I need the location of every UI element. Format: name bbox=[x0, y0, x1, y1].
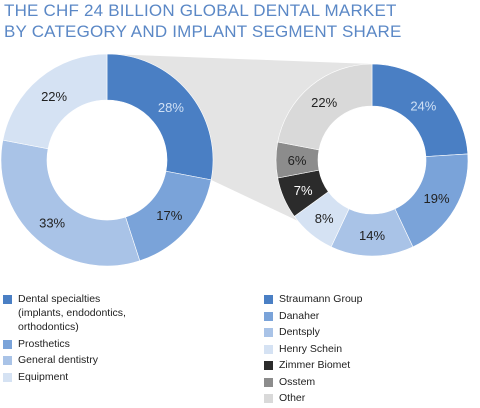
legend-item-equipment: Equipment bbox=[3, 370, 193, 384]
legend-label: Dentsply bbox=[279, 326, 320, 338]
legend-swatch bbox=[264, 344, 273, 354]
slice-data-label: 33% bbox=[39, 215, 65, 230]
legend-swatch bbox=[264, 394, 273, 403]
legend-label: Osstem bbox=[279, 375, 316, 388]
legend-swatch bbox=[264, 328, 273, 337]
category-legend: Dental specialties (implants, endodontic… bbox=[3, 292, 193, 386]
legend-swatch bbox=[3, 356, 12, 365]
title-line-1: The CHF 24 billion global dental market bbox=[4, 1, 397, 20]
legend-label: Dental specialties (implants, endodontic… bbox=[18, 293, 126, 333]
slice-data-label: 28% bbox=[158, 100, 184, 115]
category-donut: 28% 17% 33% 22% bbox=[0, 53, 214, 267]
legend-swatch bbox=[3, 372, 12, 382]
legend-swatch bbox=[264, 377, 273, 387]
legend-item-general-dentistry: General dentistry bbox=[3, 353, 193, 367]
legend-swatch bbox=[264, 311, 273, 321]
legend-swatch bbox=[264, 295, 273, 304]
title-line-2: by category and implant segment share bbox=[4, 22, 402, 41]
slice-data-label: 6% bbox=[288, 153, 307, 168]
legend-label: Equipment bbox=[18, 370, 69, 383]
donut-slice bbox=[277, 63, 373, 151]
legend-label: Straumann Group bbox=[279, 293, 363, 305]
legend-item-straumann: Straumann Group bbox=[264, 292, 464, 306]
legend-item-other: Other bbox=[264, 391, 464, 405]
slice-data-label: 7% bbox=[294, 183, 313, 198]
legend-item-henry-schein: Henry Schein bbox=[264, 342, 464, 356]
legend-item-dental-specialties: Dental specialties (implants, endodontic… bbox=[3, 292, 193, 334]
slice-data-label: 17% bbox=[156, 208, 182, 223]
donut-slice bbox=[106, 53, 214, 181]
slice-data-label: 22% bbox=[311, 95, 337, 110]
legend-item-danaher: Danaher bbox=[264, 309, 464, 323]
legend-item-osstem: Osstem bbox=[264, 375, 464, 389]
legend-swatch bbox=[3, 339, 12, 349]
slice-data-label: 19% bbox=[424, 191, 450, 206]
chart-title: The CHF 24 billion global dental market … bbox=[4, 0, 476, 42]
implant-segment-legend: Straumann Group Danaher Dentsply Henry S… bbox=[264, 292, 464, 408]
slice-data-label: 14% bbox=[359, 228, 385, 243]
legend-item-zimmer-biomet: Zimmer Biomet bbox=[264, 358, 464, 372]
legend-item-dentsply: Dentsply bbox=[264, 325, 464, 339]
donut-slice bbox=[0, 139, 141, 267]
slice-data-label: 22% bbox=[41, 89, 67, 104]
legend-item-prosthetics: Prosthetics bbox=[3, 337, 193, 351]
legend-label: Zimmer Biomet bbox=[279, 359, 351, 371]
donut-slice bbox=[2, 53, 108, 150]
slice-data-label: 8% bbox=[315, 211, 334, 226]
legend-label: Prosthetics bbox=[18, 337, 70, 350]
legend-label: Other bbox=[279, 392, 306, 404]
legend-label: General dentistry bbox=[18, 354, 98, 366]
slice-data-label: 24% bbox=[410, 98, 436, 113]
implant-segment-donut: 24% 19% 14% 8%7% 6% 22% bbox=[275, 63, 469, 257]
legend-label: Danaher bbox=[279, 309, 320, 322]
legend-swatch bbox=[3, 295, 12, 304]
legend-label: Henry Schein bbox=[279, 342, 343, 355]
legend-swatch bbox=[264, 361, 273, 370]
